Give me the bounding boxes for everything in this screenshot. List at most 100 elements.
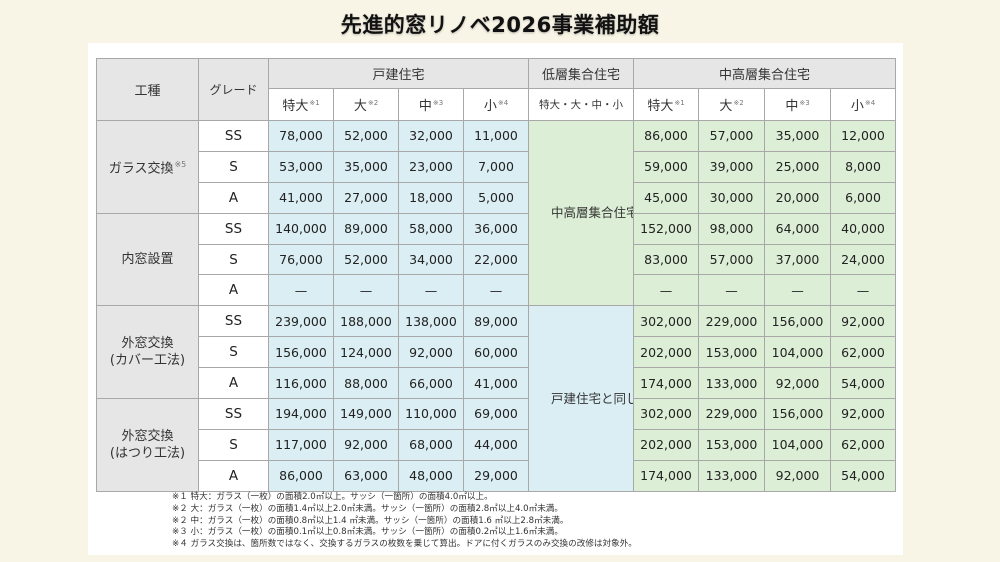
amount-cell: 6,000 — [830, 181, 897, 214]
amount-cell: — — [633, 274, 700, 307]
amount-cell: 7,000 — [462, 150, 530, 183]
amount-cell: 45,000 — [633, 181, 700, 214]
amount-cell: 110,000 — [398, 398, 464, 430]
amount-cell: — — [830, 274, 897, 307]
amount-cell: 62,000 — [830, 336, 897, 369]
amount-cell: 59,000 — [633, 150, 700, 183]
amount-cell: 156,000 — [268, 336, 334, 369]
amount-cell: 24,000 — [830, 243, 897, 276]
amount-cell: 29,000 — [462, 459, 530, 492]
amount-cell: 34,000 — [398, 243, 464, 276]
amount-cell: 86,000 — [268, 459, 334, 492]
table-row: 外窓交換 (はつり工法) SS 194,000 149,000 110,000 6… — [96, 398, 897, 492]
low-rise-header: 低層集合住宅 — [528, 58, 635, 89]
amount-cell: 63,000 — [333, 459, 399, 492]
amount-cell: 153,000 — [698, 336, 766, 369]
amount-cell: 54,000 — [830, 459, 897, 492]
amount-cell: 83,000 — [633, 243, 700, 276]
amount-cell: 133,000 — [698, 367, 766, 400]
table-row: ガラス交換※5 SS 78,000 52,000 32,000 11,000 中… — [96, 119, 897, 307]
amount-cell: 32,000 — [398, 120, 464, 152]
amount-cell: 52,000 — [333, 243, 399, 276]
footnote: ※３ 小：ガラス（一枚）の面積0.1㎡以上0.8㎡未満。サッシ（一箇所）の面積0… — [172, 527, 563, 538]
amount-cell: 8,000 — [830, 150, 897, 183]
size-header-xl: 特大※1 — [268, 88, 334, 121]
grade-cell: S — [198, 243, 269, 276]
table-row: 内窓設置 SS 140,000 89,000 58,000 36,000 152… — [96, 212, 897, 307]
table-row: A 116,000 88,000 66,000 41,000 174,000 1… — [97, 367, 897, 400]
table-row: 外窓交換 (カバー工法) SS 239,000 188,000 138,000 8… — [96, 305, 897, 492]
grade-cell: S — [198, 428, 269, 461]
amount-cell: 153,000 — [698, 428, 766, 461]
amount-cell: 25,000 — [764, 150, 832, 183]
grade-cell: A — [198, 367, 269, 400]
amount-cell: 124,000 — [333, 336, 399, 369]
size-header-m: 中※3 — [764, 88, 832, 121]
amount-cell: 48,000 — [398, 459, 464, 492]
subsidy-table: 工種 グレード 戸建住宅 低層集合住宅 中高層集合住宅 特大※1 大※2 中※3… — [96, 58, 897, 492]
amount-cell: — — [764, 274, 832, 307]
amount-cell: 174,000 — [633, 459, 700, 492]
subsidy-table-panel: 工種 グレード 戸建住宅 低層集合住宅 中高層集合住宅 特大※1 大※2 中※3… — [88, 43, 903, 555]
work-type-glass-replacement: ガラス交換※5 — [96, 120, 199, 214]
amount-cell: 66,000 — [398, 367, 464, 400]
grade-cell: SS — [198, 212, 269, 245]
amount-cell: 92,000 — [764, 367, 832, 400]
size-header-l: 大※2 — [333, 88, 399, 121]
amount-cell: 11,000 — [462, 120, 530, 152]
amount-cell: 302,000 — [633, 398, 700, 430]
amount-cell: 229,000 — [698, 305, 766, 338]
grade-header: グレード — [198, 58, 269, 121]
amount-cell: 18,000 — [398, 181, 464, 214]
grade-cell: A — [198, 181, 269, 214]
amount-cell: — — [333, 274, 399, 307]
work-type-inner-window: 内窓設置 — [96, 212, 199, 307]
amount-cell: 69,000 — [462, 398, 530, 430]
grade-cell: A — [198, 459, 269, 492]
size-header-l: 大※2 — [698, 88, 766, 121]
amount-cell: 64,000 — [764, 212, 832, 245]
amount-cell: 89,000 — [462, 305, 530, 338]
amount-cell: 86,000 — [633, 120, 700, 152]
footnote: ※２ 大：ガラス（一枚）の面積1.4㎡以上2.0㎡未満。サッシ（一箇所）の面積2… — [172, 503, 563, 514]
grade-cell: SS — [198, 120, 269, 152]
amount-cell: 76,000 — [268, 243, 334, 276]
amount-cell: 27,000 — [333, 181, 399, 214]
amount-cell: 116,000 — [268, 367, 334, 400]
amount-cell: 62,000 — [830, 428, 897, 461]
table-row: S 117,000 92,000 68,000 44,000 202,000 1… — [97, 428, 897, 461]
amount-cell: 39,000 — [698, 150, 766, 183]
amount-cell: 22,000 — [462, 243, 530, 276]
amount-cell: — — [398, 274, 464, 307]
amount-cell: 35,000 — [333, 150, 399, 183]
amount-cell: 57,000 — [698, 120, 766, 152]
amount-cell: 174,000 — [633, 367, 700, 400]
amount-cell: 58,000 — [398, 212, 464, 245]
grade-cell: S — [198, 336, 269, 369]
footnote: ※２ 中：ガラス（一枚）の面積0.8㎡以上1.4 ㎡未満。サッシ（一箇所）の面積… — [172, 515, 569, 526]
grade-cell: S — [198, 150, 269, 183]
low-rise-same-as-detached: 戸建住宅と同じ — [528, 305, 635, 492]
amount-cell: 36,000 — [462, 212, 530, 245]
amount-cell: 30,000 — [698, 181, 766, 214]
amount-cell: 12,000 — [830, 120, 897, 152]
amount-cell: 104,000 — [764, 336, 832, 369]
amount-cell: 5,000 — [462, 181, 530, 214]
amount-cell: 229,000 — [698, 398, 766, 430]
amount-cell: 92,000 — [398, 336, 464, 369]
grade-cell: A — [198, 274, 269, 307]
amount-cell: 78,000 — [268, 120, 334, 152]
table-row: S 156,000 124,000 92,000 60,000 202,000 … — [97, 336, 897, 369]
work-type-outer-window-chipping: 外窓交換 (はつり工法) — [96, 398, 199, 492]
table-row: A 86,000 63,000 48,000 29,000 174,000 13… — [97, 459, 897, 492]
work-type-header: 工種 — [96, 58, 199, 121]
amount-cell: 44,000 — [462, 428, 530, 461]
amount-cell: 202,000 — [633, 336, 700, 369]
amount-cell: 41,000 — [462, 367, 530, 400]
amount-cell: 53,000 — [268, 150, 334, 183]
amount-cell: 23,000 — [398, 150, 464, 183]
amount-cell: 41,000 — [268, 181, 334, 214]
grade-cell: SS — [198, 398, 269, 430]
amount-cell: 202,000 — [633, 428, 700, 461]
amount-cell: 54,000 — [830, 367, 897, 400]
